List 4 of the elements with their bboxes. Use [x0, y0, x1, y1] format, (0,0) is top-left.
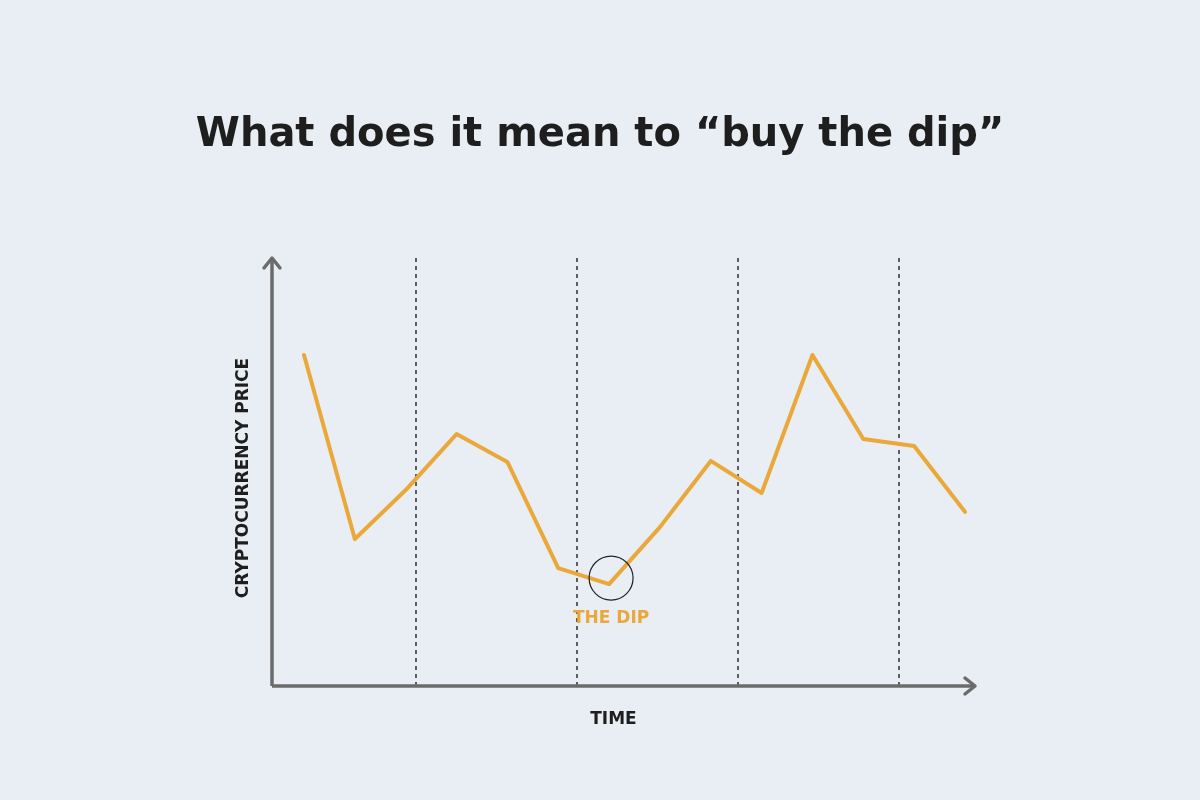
x-axis-title: TIME [590, 708, 637, 728]
y-axis-title: CRYPTOCURRENCY PRICE [232, 357, 252, 599]
chart-title: What does it mean to “buy the dip” [195, 109, 1005, 155]
annotation: THE DIP [572, 607, 650, 628]
